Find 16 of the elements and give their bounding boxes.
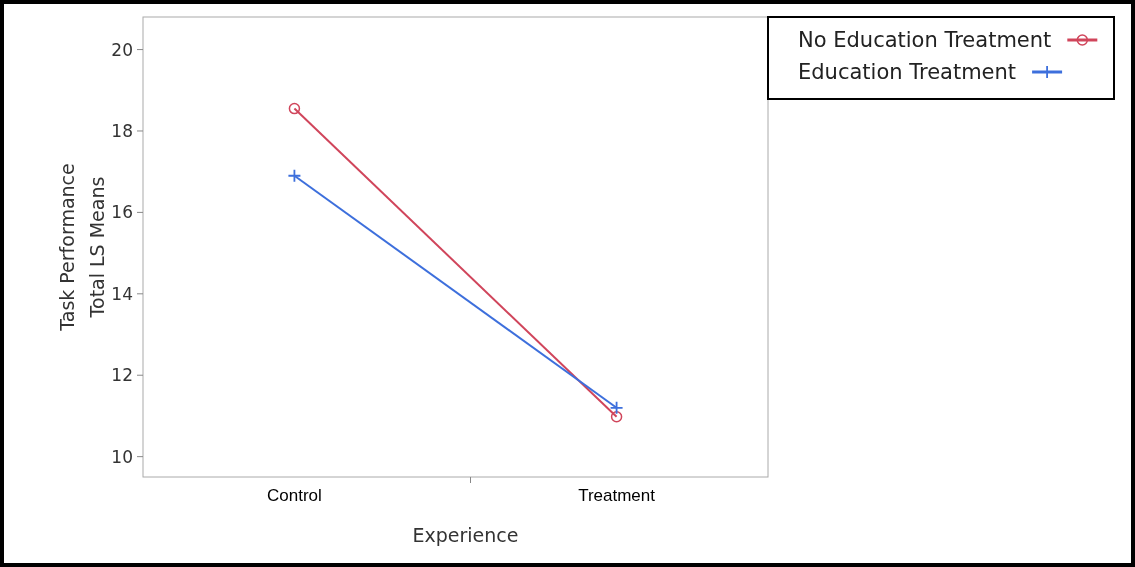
legend-label: Education Treatment [798, 60, 1017, 85]
legend-label: No Education Treatment [798, 28, 1052, 53]
point [609, 400, 624, 415]
y-tick-label: 18 [111, 120, 133, 141]
y-axis-title: Task Performance Total LS Means [56, 163, 108, 332]
x-tick-label: Treatment [578, 486, 656, 505]
y-tick-label: 16 [111, 202, 133, 223]
y-tick-label: 20 [111, 39, 133, 60]
y-tick-label: 12 [111, 365, 133, 386]
point [287, 168, 302, 183]
y-tick-label: 10 [111, 446, 133, 467]
x-axis-title: Experience [412, 524, 519, 546]
x-tick-label: Control [267, 486, 322, 505]
point [288, 102, 301, 115]
point [610, 411, 623, 423]
y-tick-label: 14 [111, 283, 133, 304]
